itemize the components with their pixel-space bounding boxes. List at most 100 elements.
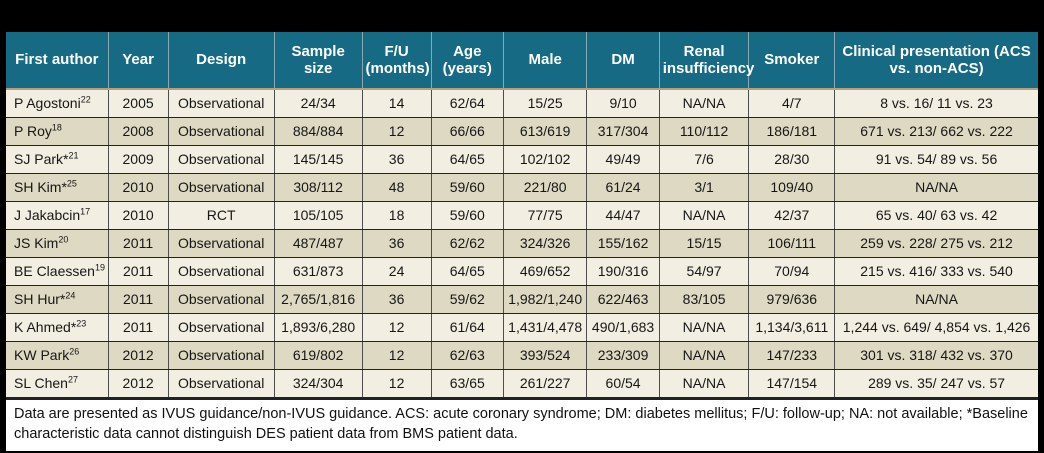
cell-dm: 44/47: [586, 201, 660, 230]
table-row: P Agostoni22 2005 Observational 24/34 14 62/6…: [6, 88, 1038, 118]
cell-fu: 12: [361, 117, 432, 146]
column-header: First author: [6, 32, 109, 90]
author-name: SJ Park*: [14, 150, 69, 167]
author-cell: J Jakabcin17: [6, 201, 109, 230]
table-row: BE Claessen19 2011 Observational 631/873 24 6…: [6, 257, 1038, 286]
header-row: First author Year Design Sample size F/U (mo…: [6, 32, 1038, 90]
cell-fu: 36: [361, 145, 432, 174]
study-characteristics-table: First author Year Design Sample size F/U (mo…: [4, 30, 1040, 453]
reference-superscript: 25: [66, 178, 77, 189]
column-header: Male: [502, 32, 588, 90]
cell-dm: 317/304: [586, 117, 660, 146]
cell-clinical: 8 vs. 16/ 11 vs. 23: [834, 88, 1038, 118]
cell-fu: 12: [361, 341, 432, 370]
reference-superscript: 19: [94, 262, 105, 273]
author-name: JS Kim: [14, 234, 59, 251]
cell-male: 324/326: [502, 229, 588, 258]
cell-clinical: 301 vs. 318/ 432 vs. 370: [834, 341, 1038, 370]
reference-superscript: 23: [76, 318, 87, 329]
cell-design: Observational: [167, 313, 275, 342]
cell-design: Observational: [167, 229, 275, 258]
cell-smoker: 979/636: [748, 285, 836, 314]
cell-year: 2009: [107, 145, 169, 174]
cell-smoker: 70/94: [748, 257, 836, 286]
cell-renal: 54/97: [658, 257, 750, 286]
cell-renal: 83/105: [658, 285, 750, 314]
reference-superscript: 24: [65, 290, 76, 301]
cell-dm: 155/162: [586, 229, 660, 258]
cell-design: Observational: [167, 117, 275, 146]
cell-renal: NA/NA: [658, 201, 750, 230]
cell-year: 2010: [107, 201, 169, 230]
cell-age: 64/65: [430, 145, 504, 174]
author-name: SH Kim*: [14, 178, 67, 195]
cell-design: Observational: [167, 285, 275, 314]
cell-design: Observational: [167, 145, 275, 174]
reference-superscript: 18: [51, 122, 62, 133]
cell-dm: 233/309: [586, 341, 660, 370]
author-name: KW Park: [14, 346, 70, 363]
cell-sample: 145/145: [273, 145, 363, 174]
author-name: SL Chen: [14, 374, 68, 391]
cell-dm: 622/463: [586, 285, 660, 314]
cell-fu: 12: [361, 369, 432, 398]
cell-dm: 490/1,683: [586, 313, 660, 342]
cell-renal: 15/15: [658, 229, 750, 258]
reference-superscript: 20: [58, 234, 69, 245]
cell-fu: 24: [361, 257, 432, 286]
cell-clinical: 1,244 vs. 649/ 4,854 vs. 1,426: [834, 313, 1038, 342]
cell-clinical: 259 vs. 228/ 275 vs. 212: [834, 229, 1038, 258]
reference-superscript: 22: [80, 94, 91, 105]
table-row: SH Hur*24 2011 Observational 2,765/1,816 36 5…: [6, 285, 1038, 314]
cell-smoker: 106/111: [748, 229, 836, 258]
cell-smoker: 1,134/3,611: [748, 313, 836, 342]
author-name: SH Hur*: [14, 290, 66, 307]
cell-fu: 12: [361, 313, 432, 342]
cell-year: 2011: [107, 285, 169, 314]
cell-renal: NA/NA: [658, 369, 750, 398]
author-cell: SL Chen27: [6, 369, 109, 398]
cell-renal: 110/112: [658, 117, 750, 146]
cell-smoker: 186/181: [748, 117, 836, 146]
cell-age: 62/62: [430, 229, 504, 258]
cell-dm: 60/54: [586, 369, 660, 398]
column-header: Sample size: [273, 32, 363, 90]
table-footnote: Data are presented as IVUS guidance/non-…: [6, 398, 1038, 452]
column-header: Year: [107, 32, 169, 90]
cell-sample: 2,765/1,816: [273, 285, 363, 314]
cell-dm: 61/24: [586, 173, 660, 202]
author-cell: KW Park26: [6, 341, 109, 370]
cell-sample: 631/873: [273, 257, 363, 286]
author-name: P Agostoni: [14, 94, 81, 111]
cell-smoker: 147/154: [748, 369, 836, 398]
column-header: Design: [167, 32, 275, 90]
cell-sample: 619/802: [273, 341, 363, 370]
cell-renal: NA/NA: [658, 88, 750, 118]
cell-male: 1,431/4,478: [502, 313, 588, 342]
cell-design: Observational: [167, 369, 275, 398]
reference-superscript: 26: [69, 346, 80, 357]
cell-dm: 49/49: [586, 145, 660, 174]
cell-age: 59/60: [430, 173, 504, 202]
cell-sample: 308/112: [273, 173, 363, 202]
cell-year: 2012: [107, 341, 169, 370]
cell-clinical: 671 vs. 213/ 662 vs. 222: [834, 117, 1038, 146]
cell-age: 59/60: [430, 201, 504, 230]
cell-fu: 18: [361, 201, 432, 230]
cell-age: 62/63: [430, 341, 504, 370]
cell-year: 2011: [107, 313, 169, 342]
table-row: K Ahmed*23 2011 Observational 1,893/6,280 12…: [6, 313, 1038, 342]
cell-year: 2011: [107, 257, 169, 286]
cell-renal: 3/1: [658, 173, 750, 202]
cell-male: 15/25: [502, 88, 588, 118]
cell-design: Observational: [167, 173, 275, 202]
cell-clinical: 91 vs. 54/ 89 vs. 56: [834, 145, 1038, 174]
table-row: P Roy18 2008 Observational 884/884 12 66/66 61…: [6, 117, 1038, 146]
column-header: Renal insufficiency: [658, 32, 754, 90]
cell-design: Observational: [167, 257, 275, 286]
cell-clinical: NA/NA: [834, 285, 1038, 314]
cell-age: 63/65: [430, 369, 504, 398]
reference-superscript: 17: [80, 206, 91, 217]
cell-male: 469/652: [502, 257, 588, 286]
reference-superscript: 27: [67, 374, 78, 385]
